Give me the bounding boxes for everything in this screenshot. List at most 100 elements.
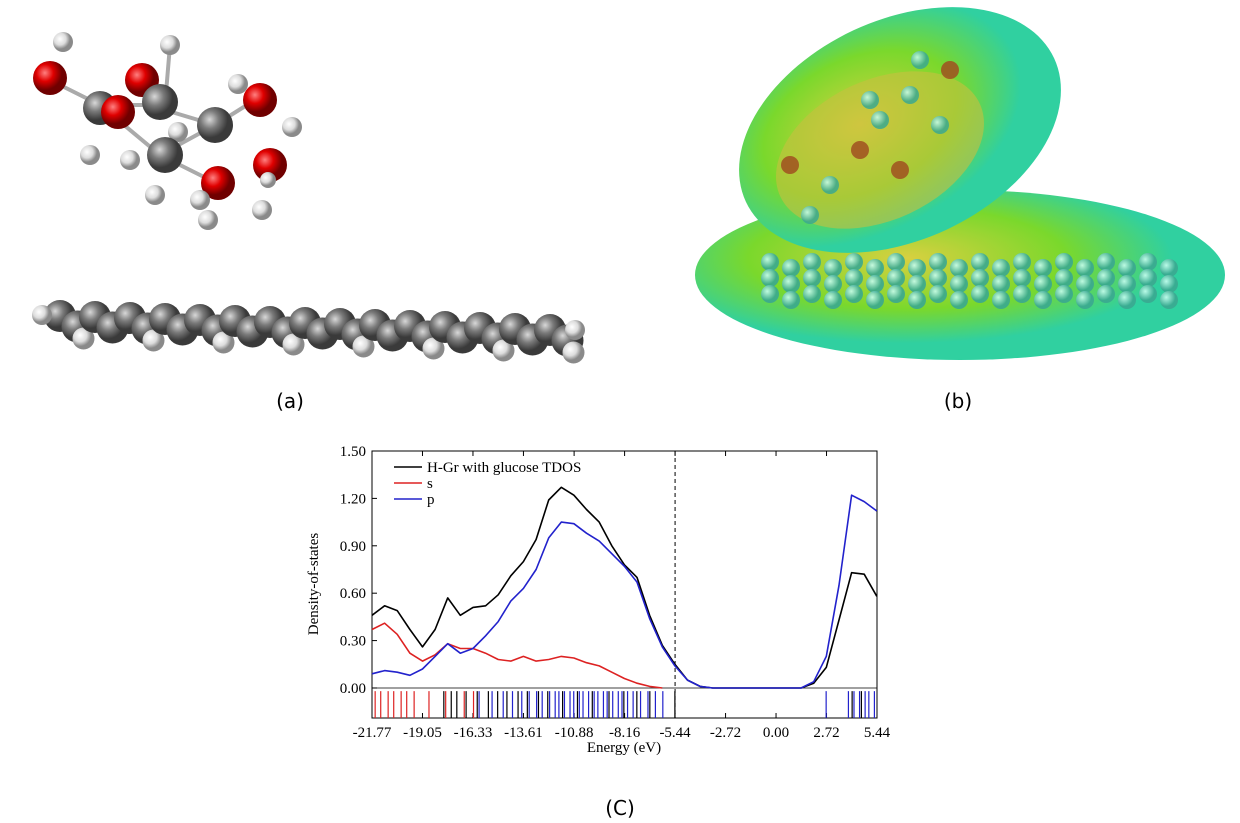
atom [1097,285,1115,303]
atom [1013,269,1031,287]
dos-line [372,495,877,688]
atom [1013,285,1031,303]
dos-chart: Energy (eV) Density-of-states 0.00 0.30 0.… [306,444,891,756]
y-axis-title: Density-of-states [306,533,322,636]
x-tick-label: -8.16 [609,725,641,741]
atom [908,291,926,309]
atom [803,253,821,271]
figure: (a) (b) (C) Energy (eV) Density-of-state… [0,0,1240,823]
atom [1160,275,1178,293]
atom [929,253,947,271]
x-tick-label: -13.61 [504,725,543,741]
atom [851,141,869,159]
atom [1139,253,1157,271]
atom [821,176,839,194]
atom [1118,275,1136,293]
molecule-b [695,0,1225,360]
atom [887,285,905,303]
x-tick-label: 0.00 [763,725,789,741]
atom [845,285,863,303]
legend-label: H-Gr with glucose TDOS [427,460,581,476]
atom [1013,253,1031,271]
atom [1055,253,1073,271]
atom [782,275,800,293]
atom [761,253,779,271]
atom [782,291,800,309]
x-tick-label: -10.88 [555,725,594,741]
dos-line [372,623,662,688]
panel-label: (b) [944,389,972,413]
atom [824,275,842,293]
atom [1055,269,1073,287]
atom [866,259,884,277]
atom [1139,285,1157,303]
atom [1034,275,1052,293]
atom [992,291,1010,309]
atom [1034,291,1052,309]
y-tick-label: 1.20 [340,491,366,507]
y-tick-label: 1.50 [340,444,366,460]
atom [803,285,821,303]
atom [1076,291,1094,309]
y-tick-label: 0.60 [340,586,366,602]
atom [908,259,926,277]
atom [887,269,905,287]
atom [931,116,949,134]
atom [861,91,879,109]
atom [824,291,842,309]
atom [32,305,52,325]
atom [563,342,585,364]
atom [801,206,819,224]
atom [911,51,929,69]
dos-line [372,487,877,688]
x-tick-label: -21.77 [353,725,392,741]
atom [845,253,863,271]
atom [761,269,779,287]
atom [824,259,842,277]
atom [1076,259,1094,277]
atom [866,291,884,309]
atom [950,275,968,293]
y-tick-label: 0.00 [340,681,366,697]
atom [782,259,800,277]
atom [950,259,968,277]
x-axis-title: Energy (eV) [587,740,661,756]
atom [1160,259,1178,277]
x-tick-label: -2.72 [710,725,741,741]
atom [1055,285,1073,303]
atom [971,285,989,303]
atom [971,253,989,271]
graphene-a [32,300,585,364]
y-tick-label: 0.30 [340,634,366,650]
atom [1076,275,1094,293]
atom [1097,253,1115,271]
atom [866,275,884,293]
atom [992,275,1010,293]
atom [950,291,968,309]
panel-label: (a) [276,389,304,413]
atom [908,275,926,293]
x-tick-label: -16.33 [454,725,493,741]
atom [845,269,863,287]
atom [1097,269,1115,287]
atom [891,161,909,179]
atom [901,86,919,104]
atom [781,156,799,174]
x-tick-label: 2.72 [813,725,839,741]
atom [1160,291,1178,309]
atom [871,111,889,129]
x-tick-label: -5.44 [659,725,691,741]
legend-label: s [427,476,433,492]
atom [929,285,947,303]
molecule-a [33,32,302,230]
atom [887,253,905,271]
x-tick-label: 5.44 [864,725,891,741]
atom [761,285,779,303]
atom [1118,291,1136,309]
atom [1034,259,1052,277]
atom [1139,269,1157,287]
panel-label: (C) [605,796,635,820]
atom [941,61,959,79]
atom [929,269,947,287]
legend-label: p [427,492,435,508]
